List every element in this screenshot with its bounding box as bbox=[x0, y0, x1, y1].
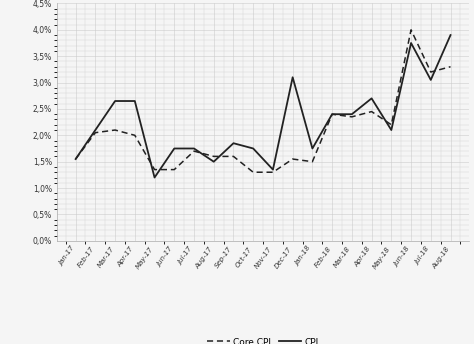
CPI bbox=[191, 147, 197, 151]
Core CPI bbox=[191, 149, 197, 153]
CPI bbox=[250, 147, 256, 151]
CPI bbox=[270, 168, 276, 172]
Core CPI bbox=[73, 157, 79, 161]
Core CPI bbox=[428, 70, 434, 74]
Core CPI bbox=[211, 154, 217, 159]
Core CPI bbox=[290, 157, 295, 161]
Core CPI bbox=[250, 170, 256, 174]
Core CPI bbox=[112, 128, 118, 132]
Core CPI bbox=[408, 28, 414, 32]
CPI bbox=[329, 112, 335, 116]
CPI bbox=[92, 128, 98, 132]
Core CPI bbox=[310, 160, 315, 164]
CPI bbox=[73, 157, 79, 161]
Core CPI bbox=[447, 65, 453, 69]
Line: CPI: CPI bbox=[76, 35, 450, 178]
Core CPI bbox=[349, 115, 355, 119]
CPI bbox=[408, 41, 414, 45]
CPI bbox=[231, 141, 237, 145]
Core CPI bbox=[231, 154, 237, 159]
CPI bbox=[211, 160, 217, 164]
CPI bbox=[112, 99, 118, 103]
CPI bbox=[290, 75, 295, 79]
CPI bbox=[349, 112, 355, 116]
Legend: Core CPI, CPI: Core CPI, CPI bbox=[203, 334, 323, 344]
Line: Core CPI: Core CPI bbox=[76, 30, 450, 172]
CPI bbox=[152, 175, 157, 180]
Core CPI bbox=[132, 133, 137, 137]
Core CPI bbox=[329, 112, 335, 116]
CPI bbox=[447, 33, 453, 37]
CPI bbox=[310, 147, 315, 151]
Core CPI bbox=[369, 109, 374, 114]
CPI bbox=[132, 99, 137, 103]
CPI bbox=[369, 96, 374, 100]
Core CPI bbox=[389, 123, 394, 127]
CPI bbox=[172, 147, 177, 151]
Core CPI bbox=[270, 170, 276, 174]
CPI bbox=[428, 78, 434, 82]
Core CPI bbox=[172, 168, 177, 172]
Core CPI bbox=[92, 131, 98, 135]
Core CPI bbox=[152, 168, 157, 172]
CPI bbox=[389, 128, 394, 132]
